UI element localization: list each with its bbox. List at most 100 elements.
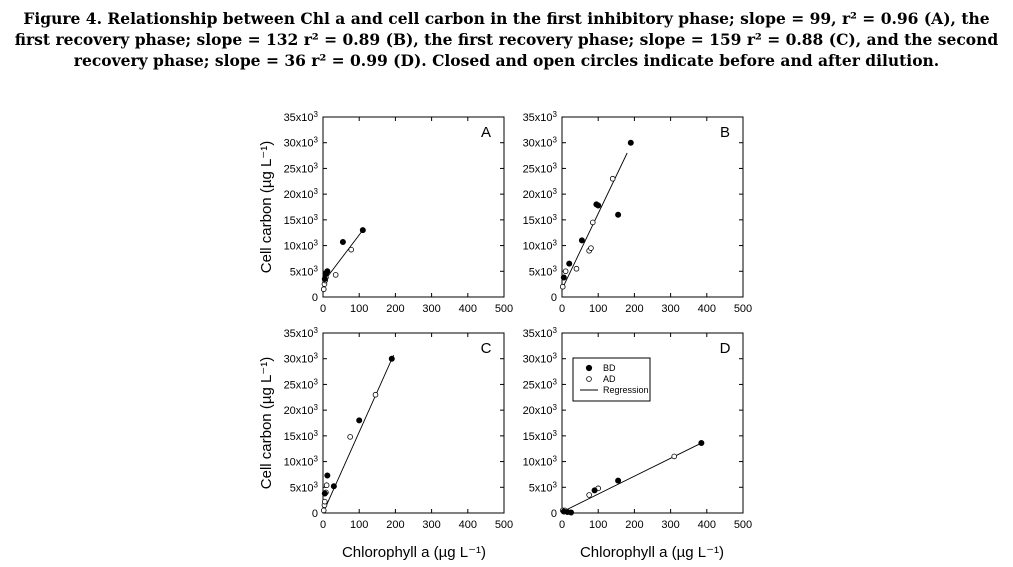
- bd-point: [698, 440, 705, 447]
- bd-point: [359, 227, 366, 234]
- y-axis-label-top: Cell carbon (µg L⁻¹): [258, 141, 275, 273]
- panel-letter: C: [481, 340, 492, 357]
- ad-point: [347, 434, 353, 440]
- ad-point: [586, 492, 592, 498]
- panel-d: 0 5x103 10x103 15x103 20x103 25x103 30x103 35x1…: [523, 326, 753, 531]
- y-tick-label: 25x103: [284, 377, 319, 391]
- x-tick-label: 0: [559, 303, 565, 315]
- x-tick-label: 300: [422, 303, 440, 315]
- y-axis-label-bottom: Cell carbon (µg L⁻¹): [258, 357, 275, 489]
- ad-point: [589, 219, 596, 226]
- ad-point: [348, 246, 355, 253]
- bd-point: [627, 139, 634, 146]
- y-tick-label: 10x103: [523, 455, 558, 469]
- y-tick-label: 20x103: [523, 403, 558, 417]
- y-tick-label: 15x103: [284, 213, 319, 227]
- bd-point: [324, 268, 331, 275]
- legend-regression-label: Regression: [603, 385, 649, 395]
- bd-point: [339, 238, 346, 245]
- y-tick-label: 0: [312, 292, 318, 304]
- plot-frame: [561, 332, 744, 514]
- panel-b: 0 5x103 10x103 15x103 20x103 25x103 30x103 35x1…: [523, 110, 753, 315]
- ad-point: [323, 482, 330, 489]
- legend-box: [572, 357, 651, 402]
- ad-point: [320, 507, 327, 514]
- ad-point: [671, 453, 678, 460]
- bd-point: [615, 211, 622, 218]
- x-tick-label: 500: [495, 303, 513, 315]
- x-tick-label: 0: [559, 519, 565, 531]
- x-tick-label: 200: [386, 303, 404, 315]
- x-tick-label: 400: [459, 303, 477, 315]
- ad-point: [609, 175, 616, 182]
- bd-point: [595, 202, 602, 209]
- regression-line: [322, 354, 395, 514]
- y-tick-label: 25x103: [284, 161, 319, 175]
- bd-point: [560, 274, 567, 281]
- y-tick-label: 35x103: [284, 110, 319, 124]
- bd-point: [356, 417, 363, 424]
- bd-point: [388, 355, 395, 362]
- y-tick-label: 30x103: [284, 352, 319, 366]
- y-tick-label: 5x103: [290, 264, 319, 278]
- x-tick-label: 0: [320, 303, 326, 315]
- y-tick-label: 5x103: [290, 480, 319, 494]
- ad-point: [588, 245, 594, 251]
- x-tick-label: 500: [495, 519, 513, 531]
- x-tick-label: 100: [589, 303, 607, 315]
- y-tick-label: 5x103: [529, 480, 558, 494]
- bd-point: [566, 260, 573, 267]
- y-tick-label: 20x103: [284, 403, 319, 417]
- x-tick-label: 100: [350, 303, 368, 315]
- bd-point: [321, 490, 328, 497]
- y-tick-label: 0: [312, 508, 318, 520]
- ad-point: [573, 265, 580, 272]
- x-tick-label: 100: [350, 519, 368, 531]
- bd-point: [568, 509, 575, 516]
- x-tick-label: 400: [698, 519, 716, 531]
- panel-letter: B: [720, 124, 730, 141]
- y-tick-label: 10x103: [523, 239, 558, 253]
- y-tick-label: 15x103: [284, 429, 319, 443]
- ad-point: [372, 391, 379, 398]
- y-tick-label: 20x103: [523, 187, 558, 201]
- legend-bd-marker: [585, 364, 593, 372]
- bd-point: [591, 487, 598, 494]
- panel-c: 0 5x103 10x103 15x103 20x103 25x103 30x103 35x1…: [284, 326, 514, 531]
- x-tick-label: 200: [625, 519, 643, 531]
- y-tick-label: 25x103: [523, 161, 558, 175]
- x-tick-label: 0: [320, 519, 326, 531]
- x-axis-label-left: Chlorophyll a (µg L⁻¹): [342, 544, 486, 561]
- bd-point: [330, 483, 337, 490]
- regression-line: [561, 442, 702, 513]
- y-tick-label: 35x103: [523, 326, 558, 340]
- y-tick-label: 30x103: [523, 352, 558, 366]
- ad-point: [320, 286, 327, 293]
- x-tick-label: 400: [698, 303, 716, 315]
- y-tick-label: 10x103: [284, 239, 319, 253]
- bd-point: [578, 237, 585, 244]
- y-tick-label: 15x103: [523, 213, 558, 227]
- legend-bd-label: BD: [603, 363, 616, 373]
- y-tick-label: 10x103: [284, 455, 319, 469]
- x-tick-label: 300: [422, 519, 440, 531]
- y-tick-label: 0: [551, 292, 557, 304]
- ad-point: [332, 272, 339, 278]
- ad-point: [322, 498, 328, 505]
- x-tick-label: 500: [734, 303, 752, 315]
- y-tick-label: 0: [551, 508, 557, 520]
- x-tick-label: 300: [661, 303, 679, 315]
- y-tick-label: 15x103: [523, 429, 558, 443]
- ad-point: [559, 283, 566, 290]
- x-tick-label: 400: [459, 519, 477, 531]
- x-tick-label: 200: [625, 303, 643, 315]
- panel-letter: A: [481, 124, 491, 141]
- ad-point: [562, 268, 569, 275]
- bd-point: [615, 477, 622, 484]
- regression-line: [322, 229, 364, 283]
- legend-ad-label: AD: [603, 374, 616, 384]
- y-tick-label: 30x103: [284, 136, 319, 150]
- y-tick-label: 20x103: [284, 187, 319, 201]
